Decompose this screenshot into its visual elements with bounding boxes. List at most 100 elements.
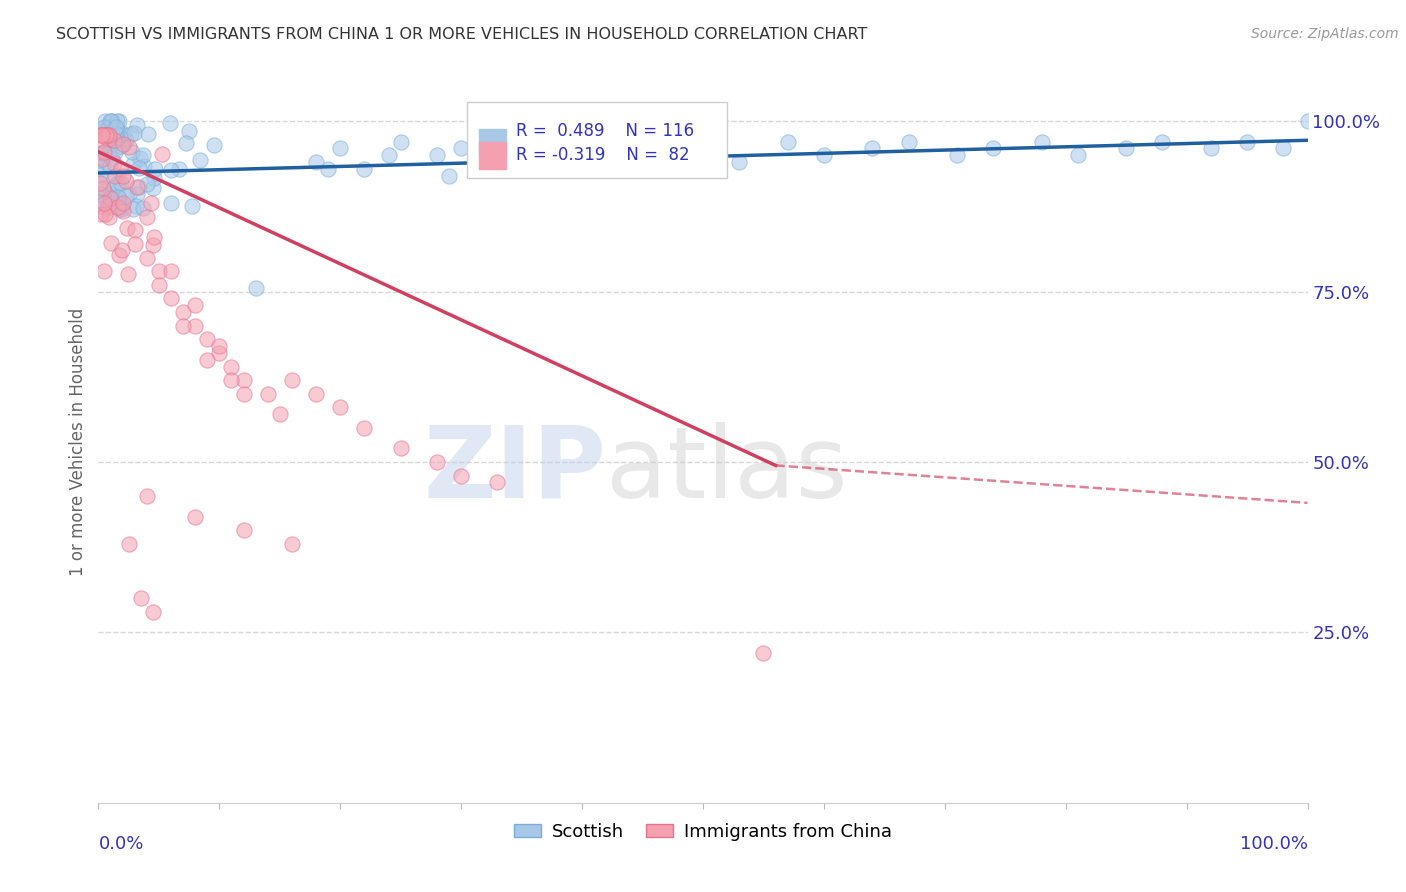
Text: 100.0%: 100.0% bbox=[1240, 835, 1308, 854]
Point bbox=[105, 177, 128, 191]
Text: ZIP: ZIP bbox=[423, 422, 606, 519]
Point bbox=[208, 346, 231, 360]
Point bbox=[90, 187, 112, 202]
Point bbox=[160, 196, 183, 211]
Point bbox=[89, 145, 111, 160]
Point bbox=[523, 141, 546, 155]
Point bbox=[107, 248, 129, 262]
Point bbox=[97, 132, 120, 146]
Point bbox=[93, 264, 115, 278]
Point bbox=[108, 190, 131, 204]
Point bbox=[125, 186, 148, 201]
Point bbox=[692, 141, 714, 155]
Point bbox=[184, 298, 207, 312]
Point bbox=[486, 475, 509, 490]
Point bbox=[103, 119, 125, 133]
Point bbox=[89, 128, 111, 142]
Point bbox=[148, 264, 170, 278]
Point bbox=[103, 133, 125, 147]
Point bbox=[110, 197, 132, 211]
Point bbox=[127, 118, 149, 132]
Point bbox=[184, 318, 207, 333]
Point bbox=[103, 156, 125, 170]
Point bbox=[316, 161, 339, 176]
Point bbox=[897, 135, 920, 149]
Point bbox=[107, 190, 129, 204]
Legend: Scottish, Immigrants from China: Scottish, Immigrants from China bbox=[508, 815, 898, 848]
Point bbox=[94, 207, 117, 221]
Point bbox=[93, 145, 115, 159]
Point bbox=[100, 152, 122, 166]
Text: atlas: atlas bbox=[606, 422, 848, 519]
Text: R =  0.489    N = 116: R = 0.489 N = 116 bbox=[516, 122, 693, 140]
Point bbox=[776, 135, 799, 149]
Point bbox=[143, 230, 166, 244]
Point bbox=[169, 161, 191, 176]
Point bbox=[104, 169, 127, 183]
Point bbox=[91, 123, 114, 137]
Point bbox=[105, 114, 128, 128]
Point bbox=[100, 235, 122, 250]
Point bbox=[104, 122, 127, 136]
Point bbox=[90, 153, 112, 167]
Point bbox=[117, 267, 139, 281]
Point bbox=[93, 184, 115, 198]
Text: 0.0%: 0.0% bbox=[98, 835, 143, 854]
Point bbox=[728, 155, 751, 169]
Point bbox=[1296, 114, 1319, 128]
Point bbox=[98, 159, 121, 173]
Point bbox=[97, 199, 120, 213]
Point bbox=[98, 191, 121, 205]
Point bbox=[305, 155, 328, 169]
Point bbox=[389, 135, 412, 149]
Bar bbox=[479, 128, 506, 156]
Point bbox=[128, 161, 150, 175]
Y-axis label: 1 or more Vehicles in Household: 1 or more Vehicles in Household bbox=[69, 308, 87, 575]
Point bbox=[91, 152, 114, 166]
Point bbox=[860, 141, 883, 155]
Point bbox=[91, 181, 114, 195]
Point bbox=[142, 605, 165, 619]
Text: R = -0.319    N =  82: R = -0.319 N = 82 bbox=[516, 146, 689, 164]
Point bbox=[486, 155, 509, 169]
Point bbox=[94, 128, 117, 142]
Point bbox=[145, 162, 167, 177]
Point bbox=[90, 206, 112, 220]
Point bbox=[117, 220, 139, 235]
Point bbox=[122, 202, 145, 216]
Point bbox=[389, 442, 412, 456]
Point bbox=[281, 373, 304, 387]
Point bbox=[108, 114, 131, 128]
Point bbox=[128, 179, 150, 194]
Point bbox=[107, 124, 129, 138]
Point bbox=[142, 181, 165, 195]
Point bbox=[1199, 141, 1222, 155]
Text: SCOTTISH VS IMMIGRANTS FROM CHINA 1 OR MORE VEHICLES IN HOUSEHOLD CORRELATION CH: SCOTTISH VS IMMIGRANTS FROM CHINA 1 OR M… bbox=[56, 27, 868, 42]
Point bbox=[269, 407, 291, 421]
Point bbox=[172, 305, 194, 319]
Point bbox=[91, 146, 114, 161]
Point bbox=[89, 128, 111, 142]
Point bbox=[195, 352, 218, 367]
Point bbox=[232, 523, 254, 537]
Point bbox=[135, 210, 157, 224]
Point bbox=[90, 128, 112, 142]
Point bbox=[135, 489, 157, 503]
Point bbox=[752, 646, 775, 660]
Point bbox=[111, 196, 134, 211]
Point bbox=[159, 116, 181, 130]
Point bbox=[232, 387, 254, 401]
Point bbox=[150, 146, 173, 161]
Point bbox=[208, 339, 231, 353]
Point bbox=[135, 251, 157, 265]
Point bbox=[329, 141, 352, 155]
Point bbox=[1115, 141, 1137, 155]
Point bbox=[124, 126, 146, 140]
Point bbox=[90, 199, 112, 213]
Point bbox=[129, 591, 152, 606]
Point bbox=[98, 114, 121, 128]
Point bbox=[89, 188, 111, 202]
Point bbox=[118, 140, 141, 154]
Point bbox=[450, 141, 472, 155]
Point bbox=[98, 186, 121, 201]
